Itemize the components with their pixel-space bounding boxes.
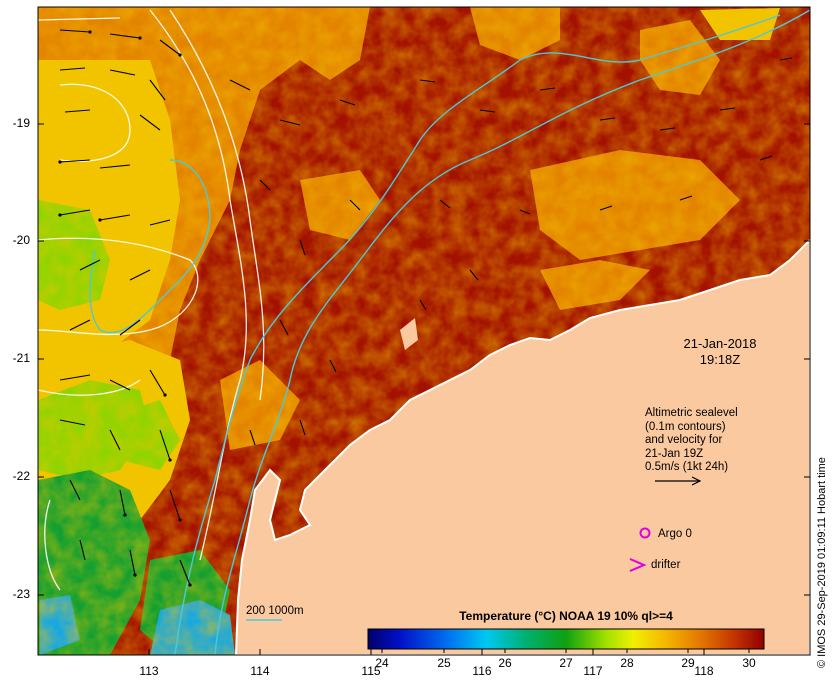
lon-tick-label: 118 — [694, 664, 714, 678]
drifter-label: drifter — [651, 559, 681, 571]
lat-tick-label: -23 — [12, 587, 30, 601]
date-text: 21-Jan-2018 — [683, 336, 757, 351]
lon-tick-label: 115 — [361, 664, 381, 678]
copyright-credit: © IMOS 29-Sep-2019 01:09:11 Hobart time — [816, 457, 828, 668]
timestamp: 21-Jan-2018 19:18Z — [640, 336, 800, 368]
colorbar-tick-label: 26 — [498, 656, 512, 670]
velocity-scale-arrow — [655, 476, 702, 486]
argo-marker-icon — [639, 527, 651, 539]
lat-tick-label: -19 — [12, 116, 30, 130]
legend-line: 21-Jan 19Z — [645, 447, 704, 460]
argo-label: Argo 0 — [658, 528, 692, 540]
sealevel-legend: Altimetric sealevel (0.1m contours) and … — [645, 407, 738, 475]
colorbar-tick-label: 25 — [437, 656, 451, 670]
velocity-arrow-dots — [58, 30, 192, 587]
axis-ticks — [38, 123, 810, 655]
legend-line: and velocity for — [645, 434, 723, 446]
colorbar-title: Temperature (°C) NOAA 19 10% ql>=4 — [459, 609, 673, 623]
depth-contour-label: 200 1000m — [246, 605, 304, 617]
lat-tick-label: -21 — [12, 351, 30, 365]
lat-tick-label: -22 — [12, 469, 30, 483]
colorbar-tick-label: 28 — [620, 656, 634, 670]
depth-contours — [89, 9, 810, 655]
colorbar-tick-label: 24 — [375, 656, 389, 670]
colorbar — [367, 628, 765, 650]
legend-line: Altimetric sealevel — [645, 407, 738, 419]
legend-line: (0.1m contours) — [645, 420, 726, 433]
lon-tick-label: 117 — [583, 664, 603, 678]
time-text: 19:18Z — [699, 352, 741, 367]
colorbar-ticks — [381, 649, 750, 653]
colorbar-tick-label: 27 — [559, 656, 573, 670]
lon-tick-label: 114 — [250, 664, 270, 678]
colorbar-tick-label: 29 — [681, 656, 695, 670]
colorbar-tick-label: 30 — [742, 656, 756, 670]
lat-tick-label: -20 — [12, 233, 30, 247]
legend-line: 0.5m/s (1kt 24h) — [645, 461, 729, 473]
drifter-marker-icon — [629, 558, 647, 572]
lon-tick-label: 116 — [472, 664, 492, 678]
land-mass — [234, 238, 810, 655]
velocity-arrows — [59, 29, 793, 586]
lon-tick-label: 113 — [139, 664, 159, 678]
